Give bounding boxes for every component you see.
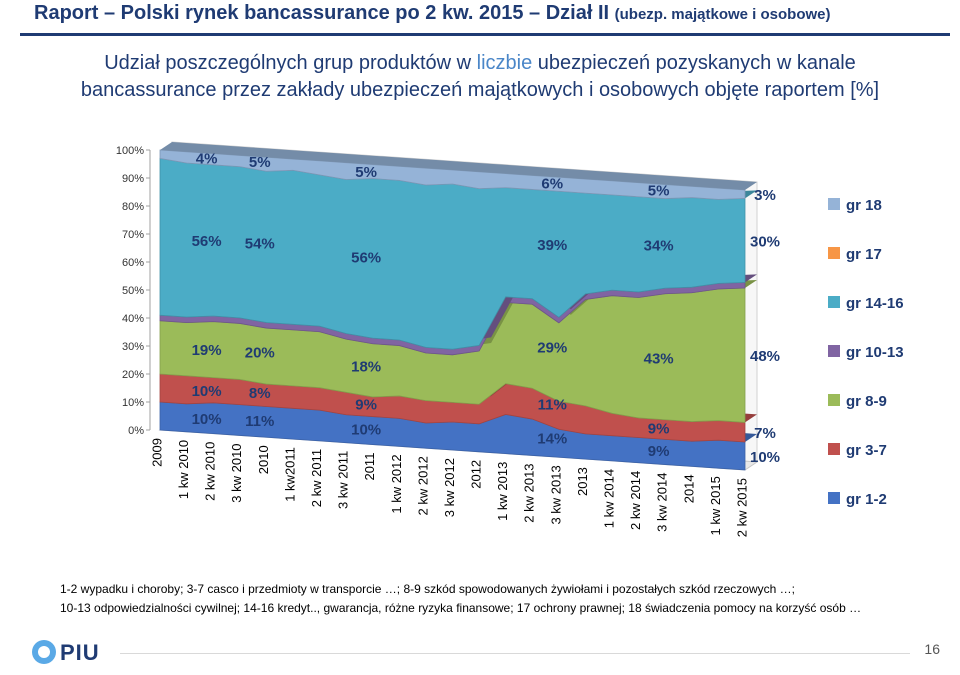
data-label: 10% <box>192 383 222 400</box>
footnote-line-1: 1-2 wypadku i choroby; 3-7 casco i przed… <box>60 582 795 596</box>
data-label: 11% <box>538 397 567 414</box>
x-tick-label: 1 kw 2010 <box>176 440 191 499</box>
data-label: 6% <box>541 175 563 192</box>
data-label: 14% <box>537 430 567 447</box>
footer-rule <box>120 653 910 654</box>
y-tick-label: 50% <box>122 285 144 297</box>
stacked-area-chart: 0% 10% 20% 30% 40% 50% 60% 70% 80% 90% 100% 2009 1 k… <box>116 141 904 537</box>
data-label: 19% <box>192 342 222 359</box>
legend-label-gr-18: gr 18 <box>846 197 882 214</box>
data-label: 8% <box>249 385 271 402</box>
data-label: 10% <box>351 422 381 439</box>
legend-label-gr-17: gr 17 <box>846 246 882 263</box>
legend-swatch-gr-14-16 <box>828 296 840 308</box>
piu-logo: PIU <box>32 638 102 668</box>
data-label: 54% <box>245 235 275 252</box>
logo-mark-inner <box>38 646 50 658</box>
data-label: 9% <box>355 397 377 414</box>
legend-label-gr-8-9: gr 8-9 <box>846 393 887 410</box>
x-tick-label: 1 kw 2015 <box>708 476 723 535</box>
legend-label-gr-10-13: gr 10-13 <box>846 344 904 361</box>
x-tick-label: 2 kw 2010 <box>203 442 218 501</box>
x-tick-label: 1 kw2011 <box>282 447 297 502</box>
y-tick-label: 10% <box>122 397 144 409</box>
y-tick-label: 70% <box>122 229 144 241</box>
chart-title-part1: Udział poszczególnych grup produktów w <box>104 52 472 74</box>
data-label: 11% <box>245 413 274 430</box>
x-tick-label: 2012 <box>469 460 484 489</box>
data-label: 4% <box>196 150 218 167</box>
legend-swatch-gr-17 <box>828 247 840 259</box>
x-tick-label: 2 kw 2011 <box>309 449 324 507</box>
slide-title-subtitle: (ubezp. majątkowe i osobowe) <box>614 6 831 23</box>
x-tick-label: 3 kw 2014 <box>655 473 670 532</box>
y-tick-label: 40% <box>122 313 144 325</box>
x-tick-label: 3 kw 2011 <box>336 451 351 509</box>
x-tick-label: 2 kw 2012 <box>415 456 430 515</box>
y-tick-label: 20% <box>122 369 144 381</box>
data-label: 43% <box>644 351 674 368</box>
x-tick-label: 1 kw 2014 <box>601 469 616 528</box>
x-tick-label: 2009 <box>149 438 164 467</box>
slide-footer: PIU 16 <box>0 625 960 675</box>
chart-title: Udział poszczególnych grup produktów w l… <box>40 50 920 104</box>
header-rule <box>20 33 950 36</box>
y-tick-label: 100% <box>116 145 144 157</box>
legend-swatch-gr-1-2 <box>828 492 840 504</box>
slide-header: Raport – Polski rynek bancassurance po 2… <box>0 0 960 36</box>
logo-text: PIU <box>60 640 100 665</box>
x-tick-label: 2 kw 2013 <box>522 463 537 522</box>
chart-title-part2: ubezpieczeń pozyskanych w kanale bancass… <box>80 52 880 101</box>
data-label: 30% <box>750 233 780 250</box>
y-tick-label: 0% <box>128 425 144 437</box>
legend-swatch-gr-18 <box>828 198 840 210</box>
area-ridge-gr-18 <box>160 142 757 190</box>
data-label: 48% <box>750 348 780 365</box>
legend-label-gr-1-2: gr 1-2 <box>846 491 887 508</box>
data-label: 18% <box>351 359 381 376</box>
data-label: 5% <box>648 183 670 200</box>
slide-title: Raport – Polski rynek bancassurance po 2… <box>34 2 831 25</box>
x-tick-label: 2010 <box>256 445 271 474</box>
legend-label-gr-14-16: gr 14-16 <box>846 295 904 312</box>
y-tick-label: 60% <box>122 257 144 269</box>
x-tick-label: 2 kw 2015 <box>734 478 749 537</box>
x-tick-label: 2013 <box>575 467 590 496</box>
x-tick-label: 2 kw 2014 <box>628 471 643 530</box>
legend-swatch-gr-8-9 <box>828 394 840 406</box>
data-label: 34% <box>644 237 674 254</box>
x-tick-label: 3 kw 2013 <box>548 465 563 524</box>
x-tick-label: 1 kw 2012 <box>389 454 404 513</box>
data-label: 9% <box>648 443 670 460</box>
data-label: 5% <box>249 154 271 171</box>
x-tick-label: 2014 <box>681 474 696 503</box>
data-label: 7% <box>754 425 776 442</box>
x-tick-label: 1 kw 2013 <box>495 462 510 521</box>
data-label: 3% <box>754 187 776 204</box>
legend-swatch-gr-10-13 <box>828 345 840 357</box>
data-label: 29% <box>537 339 567 356</box>
data-label: 39% <box>537 237 567 254</box>
chart-footnote: 1-2 wypadku i choroby; 3-7 casco i przed… <box>60 580 940 618</box>
x-tick-label: 3 kw 2012 <box>442 458 457 517</box>
data-label: 20% <box>245 344 275 361</box>
y-tick-label: 30% <box>122 341 144 353</box>
data-label: 5% <box>355 164 377 181</box>
footnote-line-2: 10-13 odpowiedzialności cywilnej; 14-16 … <box>60 601 862 615</box>
data-label: 10% <box>750 449 780 466</box>
slide-title-main: Raport – Polski rynek bancassurance po 2… <box>34 2 610 24</box>
legend-label-gr-3-7: gr 3-7 <box>846 442 887 459</box>
chart-title-highlight: liczbie <box>476 52 533 74</box>
y-tick-label: 90% <box>122 173 144 185</box>
data-label: 10% <box>192 411 222 428</box>
data-label: 56% <box>351 250 381 267</box>
data-label: 56% <box>192 233 222 250</box>
page-number: 16 <box>924 641 940 657</box>
legend-swatch-gr-3-7 <box>828 443 840 455</box>
x-tick-label: 2011 <box>362 453 377 481</box>
x-tick-label: 3 kw 2010 <box>229 443 244 502</box>
data-label: 9% <box>648 421 670 438</box>
y-tick-label: 80% <box>122 201 144 213</box>
